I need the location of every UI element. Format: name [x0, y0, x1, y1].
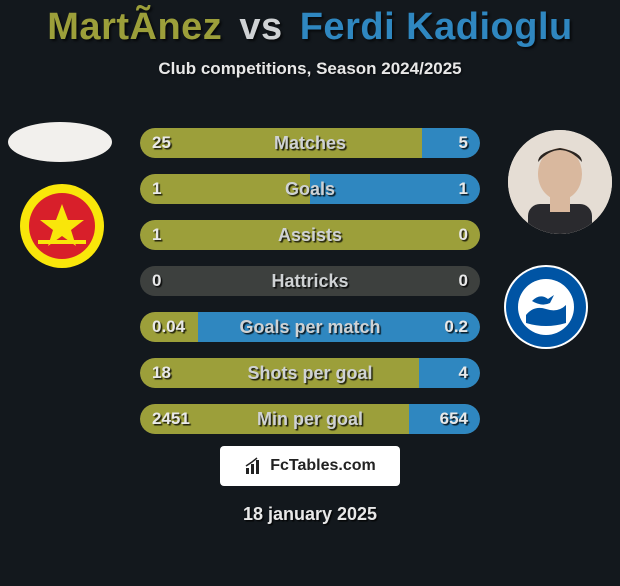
- chart-icon: [244, 456, 264, 476]
- subtitle: Club competitions, Season 2024/2025: [0, 59, 620, 79]
- stat-label: Hattricks: [140, 271, 480, 292]
- player2-photo: [508, 130, 612, 234]
- vs-text: vs: [239, 6, 282, 48]
- player2-name: Ferdi Kadioglu: [300, 6, 573, 48]
- stat-row: 184Shots per goal: [140, 358, 480, 388]
- stat-label: Matches: [140, 133, 480, 154]
- stat-label: Shots per goal: [140, 363, 480, 384]
- site-name: FcTables.com: [270, 457, 376, 475]
- stat-row: 2451654Min per goal: [140, 404, 480, 434]
- player1-photo: [8, 122, 112, 162]
- stat-label: Min per goal: [140, 409, 480, 430]
- stat-label: Assists: [140, 225, 480, 246]
- date-line: 18 january 2025: [0, 504, 620, 525]
- stat-label: Goals per match: [140, 317, 480, 338]
- stat-row: 255Matches: [140, 128, 480, 158]
- site-badge: FcTables.com: [220, 446, 400, 486]
- stat-label: Goals: [140, 179, 480, 200]
- stat-row: 10Assists: [140, 220, 480, 250]
- club2-badge: [504, 265, 588, 349]
- club1-badge: [20, 184, 104, 268]
- stats-area: 255Matches 11Goals 10Assists 00Hattricks 0.0…: [140, 128, 480, 450]
- stat-row: 0.040.2Goals per match: [140, 312, 480, 342]
- stat-row: 00Hattricks: [140, 266, 480, 296]
- comparison-title: MartÃnez vs Ferdi Kadioglu: [0, 6, 620, 49]
- player1-name: MartÃnez: [47, 6, 222, 48]
- stat-row: 11Goals: [140, 174, 480, 204]
